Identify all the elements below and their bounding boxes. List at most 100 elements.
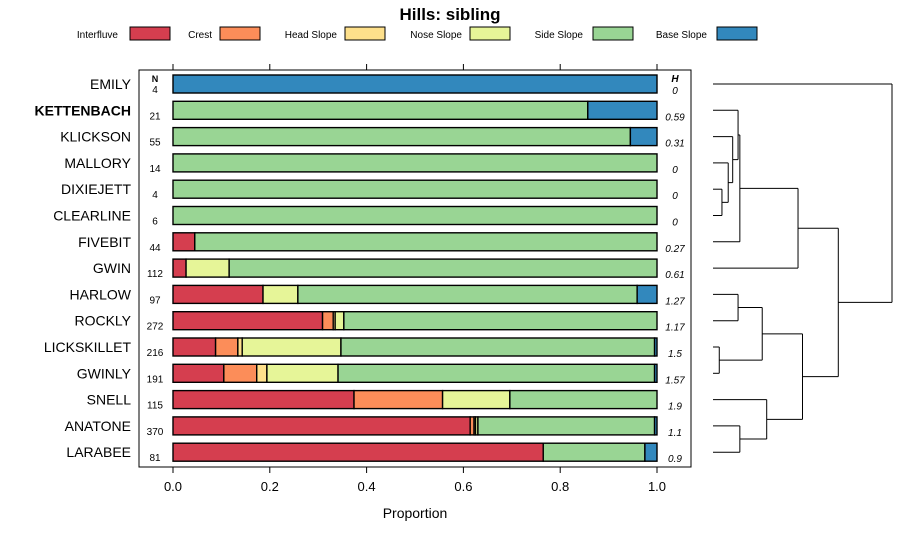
row-rockly: ROCKLY 272 1.17 (74, 311, 685, 334)
row-h-value: 0 (672, 165, 678, 176)
row-label: HARLOW (70, 286, 132, 302)
bar-segment-side-slope (477, 416, 656, 436)
row-clearline: CLEARLINE 6 0 (53, 205, 678, 229)
row-h-value: 1.1 (668, 428, 682, 439)
bar-segment-base-slope (653, 363, 658, 383)
row-h-value: 1.27 (665, 296, 685, 307)
x-tick-label: 1.0 (648, 479, 666, 494)
row-mallory: MALLORY 14 0 (64, 153, 678, 176)
row-label: GWINLY (77, 365, 132, 381)
bar-segment-base-slope (172, 74, 658, 94)
bar-segment-side-slope (172, 179, 658, 199)
row-label: MALLORY (64, 155, 131, 171)
legend-label-interfluve: Interfluve (77, 30, 119, 41)
bar-segment-base-slope (653, 416, 658, 436)
bar-segment-crest (223, 363, 258, 383)
bar-segment-base-slope (653, 337, 658, 357)
row-label: FIVEBIT (78, 234, 131, 250)
bar-segment-side-slope (337, 363, 656, 383)
bar-segment-base-slope (587, 100, 658, 121)
row-h-value: 0.61 (665, 270, 684, 281)
row-h-value: 0 (672, 218, 678, 229)
bar-segment-side-slope (297, 284, 638, 305)
bar-segment-nose-slope (266, 363, 339, 383)
bar-segment-side-slope (194, 232, 658, 252)
bar-segment-nose-slope (185, 258, 230, 278)
row-label: LARABEE (66, 444, 131, 460)
row-n-value: 4 (152, 190, 158, 201)
row-h-value: 1.57 (665, 375, 685, 386)
row-kettenbach: KETTENBACH 21 0.59 (35, 100, 685, 123)
row-n-value: 370 (147, 427, 164, 438)
x-axis: 0.0 0.2 0.4 0.6 0.8 1.0 (164, 64, 666, 494)
row-h-value: 0.9 (668, 454, 682, 465)
bar-segment-interfluve (172, 442, 544, 462)
bar-segment-nose-slope (441, 389, 511, 410)
bar-segment-interfluve (172, 232, 196, 252)
row-label: CLEARLINE (53, 208, 131, 224)
row-larabee: LARABEE 81 0.9 (66, 442, 682, 465)
row-h-value: 0.27 (665, 244, 685, 255)
bar-segment-interfluve (172, 284, 264, 305)
row-n-value: 55 (149, 138, 161, 149)
bar-segment-crest (353, 389, 444, 410)
bar-segment-side-slope (340, 337, 656, 357)
row-anatone: ANATONE 370 1.1 (65, 416, 682, 439)
x-tick-label: 0.8 (551, 479, 569, 494)
chart-title: Hills: sibling (399, 5, 500, 24)
row-emily: EMILY 4 0 (90, 74, 678, 97)
row-snell: SNELL 115 1.9 (87, 389, 682, 413)
bar-segment-interfluve (172, 258, 187, 278)
bar-segment-interfluve (172, 337, 217, 357)
bar-segment-head-slope (256, 363, 268, 383)
bar-segment-side-slope (172, 126, 632, 147)
legend-label-crest: Crest (188, 30, 212, 41)
x-tick-label: 0.4 (358, 479, 376, 494)
row-h-value: 0 (672, 86, 678, 97)
bar-segment-side-slope (172, 205, 658, 226)
row-n-value: 14 (149, 164, 161, 175)
bar-segment-side-slope (228, 258, 658, 278)
legend-swatch-side-slope (592, 26, 634, 41)
row-n-value: 81 (149, 453, 161, 464)
row-h-value: 1.5 (668, 349, 682, 360)
bar-segment-side-slope (509, 389, 658, 410)
row-n-value: 216 (147, 348, 164, 359)
bar-segment-nose-slope (334, 311, 345, 331)
bar-segment-side-slope (172, 153, 658, 173)
bar-segment-crest (214, 337, 239, 357)
row-label: LICKSKILLET (44, 339, 132, 355)
x-axis-label: Proportion (383, 505, 448, 521)
bar-segment-interfluve (172, 311, 324, 331)
bar-segment-interfluve (172, 389, 355, 410)
row-n-value: 6 (152, 217, 158, 228)
row-h-value: 1.9 (668, 402, 682, 413)
row-h-value: 0.59 (665, 112, 685, 123)
bar-segment-base-slope (636, 284, 658, 305)
legend-label-side-slope: Side Slope (535, 30, 584, 41)
legend-swatch-interfluve (129, 26, 171, 41)
row-h-value: 0.31 (665, 139, 684, 150)
row-harlow: HARLOW 97 1.27 (70, 284, 685, 307)
row-h-value: 1.17 (665, 323, 685, 334)
bar-segment-side-slope (542, 442, 646, 462)
legend-label-head-slope: Head Slope (285, 30, 338, 41)
row-n-value: 4 (152, 85, 158, 96)
bar-segment-nose-slope (241, 337, 342, 357)
h-header: H (671, 74, 679, 85)
x-tick-label: 0.0 (164, 479, 182, 494)
row-label: ANATONE (65, 418, 131, 434)
bar-segment-nose-slope (262, 284, 299, 305)
plot-frame (138, 69, 692, 468)
n-header: N (152, 74, 159, 84)
bar-segment-side-slope (172, 100, 589, 121)
row-n-value: 272 (147, 322, 164, 333)
row-label: DIXIEJETT (61, 181, 131, 197)
legend-swatch-crest (219, 26, 261, 41)
bar-segment-base-slope (644, 442, 658, 462)
row-klickson: KLICKSON 55 0.31 (60, 126, 685, 150)
bar-segment-interfluve (172, 363, 225, 383)
x-tick-label: 0.6 (454, 479, 472, 494)
row-lickskillet: LICKSKILLET 216 1.5 (44, 337, 682, 360)
